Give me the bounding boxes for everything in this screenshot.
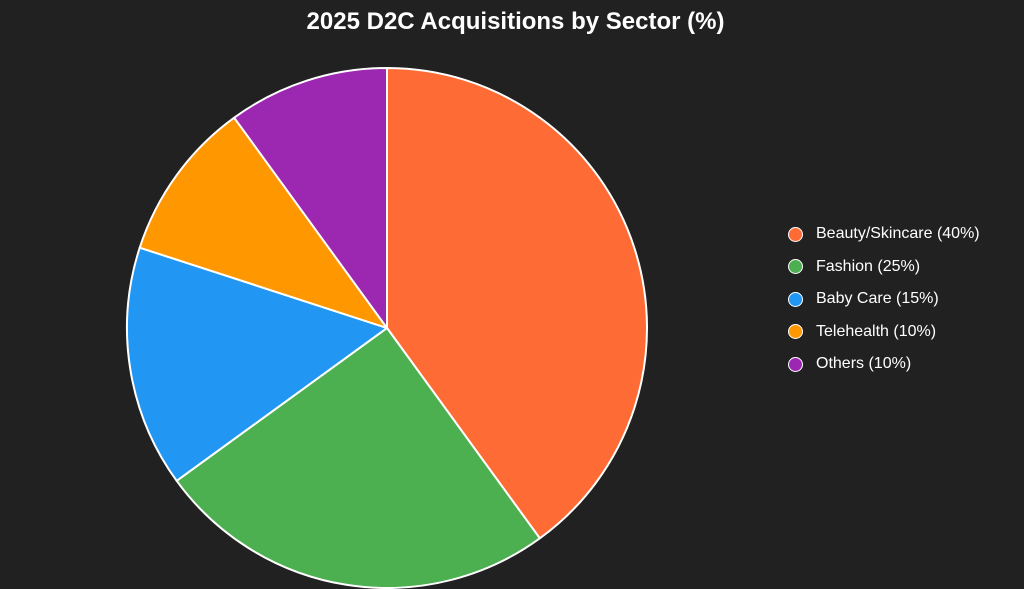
legend-swatch xyxy=(788,226,803,242)
legend-item[interactable]: Beauty/Skincare (40%) xyxy=(788,218,980,251)
pie-slice-beauty-skincare[interactable] xyxy=(386,67,648,540)
pie-slice-fashion[interactable] xyxy=(175,327,541,589)
legend-swatch xyxy=(788,291,803,307)
legend-item[interactable]: Telehealth (10%) xyxy=(788,316,980,349)
legend-swatch xyxy=(788,324,803,340)
chart-title: 2025 D2C Acquisitions by Sector (%) xyxy=(306,8,725,35)
legend-label: Fashion (25%) xyxy=(816,257,921,275)
legend-label: Baby Care (15%) xyxy=(816,290,939,308)
pie-slice-others[interactable] xyxy=(233,67,388,329)
legend-swatch xyxy=(788,259,803,275)
legend: Beauty/Skincare (40%) Fashion (25%) Baby C… xyxy=(788,218,980,381)
legend-label: Others (10%) xyxy=(816,355,912,373)
pie-slice-baby-care[interactable] xyxy=(126,246,388,482)
legend-label: Telehealth (10%) xyxy=(816,322,937,340)
legend-label: Beauty/Skincare (40%) xyxy=(816,225,980,243)
legend-item[interactable]: Baby Care (15%) xyxy=(788,283,980,316)
legend-item[interactable]: Fashion (25%) xyxy=(788,251,980,284)
legend-item[interactable]: Others (10%) xyxy=(788,348,980,381)
pie-slice-telehealth[interactable] xyxy=(138,116,388,329)
legend-swatch xyxy=(788,356,803,372)
